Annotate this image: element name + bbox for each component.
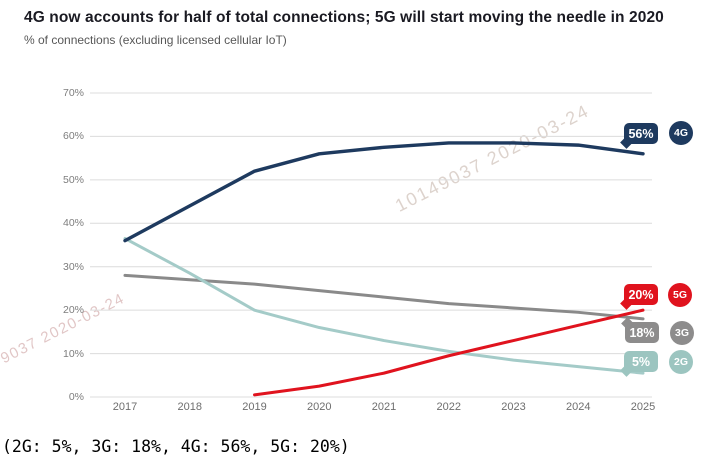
x-tick-label: 2020 xyxy=(307,401,332,413)
x-tick-label: 2023 xyxy=(501,401,526,413)
y-tick-label: 10% xyxy=(62,347,84,360)
end-value-4g: 56% xyxy=(628,126,654,141)
series-line-5g xyxy=(253,308,645,397)
x-tick-label: 2022 xyxy=(436,401,461,413)
series-tag-3g: 3G xyxy=(670,321,694,345)
x-tick-label: 2018 xyxy=(177,401,202,413)
chart-title: 4G now accounts for half of total connec… xyxy=(24,9,664,26)
end-value-2g: 5% xyxy=(631,354,651,369)
end-value-3g: 18% xyxy=(629,325,655,340)
end-label-3g: 18% xyxy=(621,317,659,343)
x-tick-label: 2019 xyxy=(242,401,267,413)
y-tick-label: 50% xyxy=(62,173,84,186)
series-tag-2g: 2G xyxy=(669,350,693,374)
y-tick-label: 40% xyxy=(62,217,84,230)
end-label-4g: 56% xyxy=(620,123,658,149)
x-tick-label: 2021 xyxy=(371,401,397,413)
summary-caption: (2G: 5%, 3G: 18%, 4G: 56%, 5G: 20%) xyxy=(2,437,350,456)
x-tick-label: 2025 xyxy=(630,401,656,413)
series-line-2g xyxy=(123,236,645,375)
series-tag-5g: 5G xyxy=(668,283,692,307)
end-label-2g: 5% xyxy=(620,351,658,377)
y-tick-label: 20% xyxy=(62,304,84,317)
y-tick-label: 0% xyxy=(68,391,84,403)
end-label-5g: 20% xyxy=(620,284,658,310)
y-tick-label: 30% xyxy=(62,260,84,273)
chart-subtitle: % of connections (excluding licensed cel… xyxy=(24,33,287,47)
series-line-4g xyxy=(123,141,645,243)
series-tag-4g: 4G xyxy=(669,121,693,145)
x-tick-label: 2017 xyxy=(112,401,138,413)
x-tick-label: 2024 xyxy=(566,401,591,413)
end-value-5g: 20% xyxy=(628,287,654,302)
series-line-3g xyxy=(123,273,645,321)
y-tick-label: 60% xyxy=(62,130,84,143)
y-tick-label: 70% xyxy=(62,87,84,99)
